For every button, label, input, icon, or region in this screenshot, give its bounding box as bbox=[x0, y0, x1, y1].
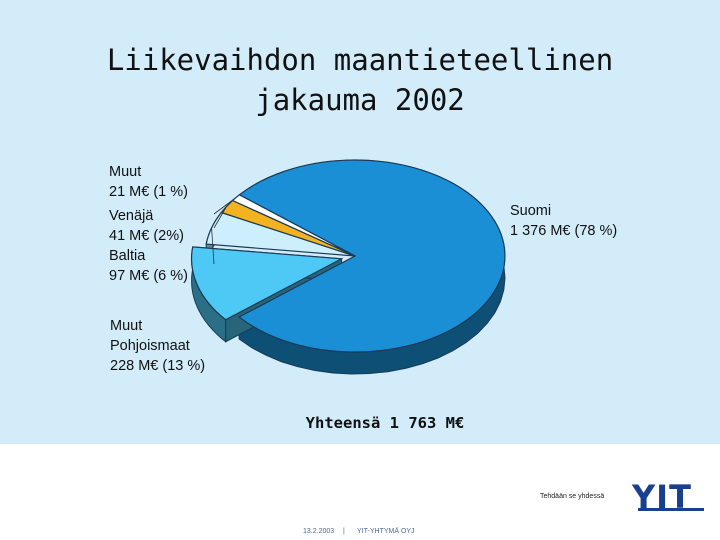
pie-slice-suomi bbox=[237, 159, 506, 353]
logo-underline bbox=[638, 508, 704, 511]
leader-line bbox=[211, 227, 215, 265]
footer-band bbox=[0, 444, 720, 540]
footer-date: 13.2.2003 bbox=[303, 528, 335, 535]
chart-title: Liikevaihdon maantieteellinen jakauma 200… bbox=[0, 40, 720, 120]
slice-label-muut-pohjoismaat: Muut Pohjoismaat 228 M€ (13 %) bbox=[110, 318, 206, 374]
total-label: Yhteensä 1 763 M€ bbox=[305, 414, 465, 432]
slice-label-venaja: Venäjä 41 M€ (2%) bbox=[109, 208, 184, 244]
slogan-text: Tehdään se yhdessä bbox=[540, 493, 605, 500]
slice-label-suomi: Suomi 1 376 M€ (78 %) bbox=[510, 203, 618, 239]
footer-separator: | bbox=[343, 528, 345, 535]
slice-label-baltia: Baltia 97 M€ (6 %) bbox=[109, 248, 188, 284]
chart-title-line: jakauma 2002 bbox=[255, 83, 465, 117]
leader-line bbox=[213, 206, 227, 229]
chart-title-line: Liikevaihdon maantieteellinen bbox=[106, 43, 614, 77]
slice-label-muut: Muut 21 M€ (1 %) bbox=[109, 164, 188, 200]
leader-line bbox=[213, 197, 237, 215]
pie-slice-muut-pohjoismaat bbox=[190, 246, 344, 321]
footer-company: YIT-YHTYMÄ OYJ bbox=[357, 528, 415, 535]
